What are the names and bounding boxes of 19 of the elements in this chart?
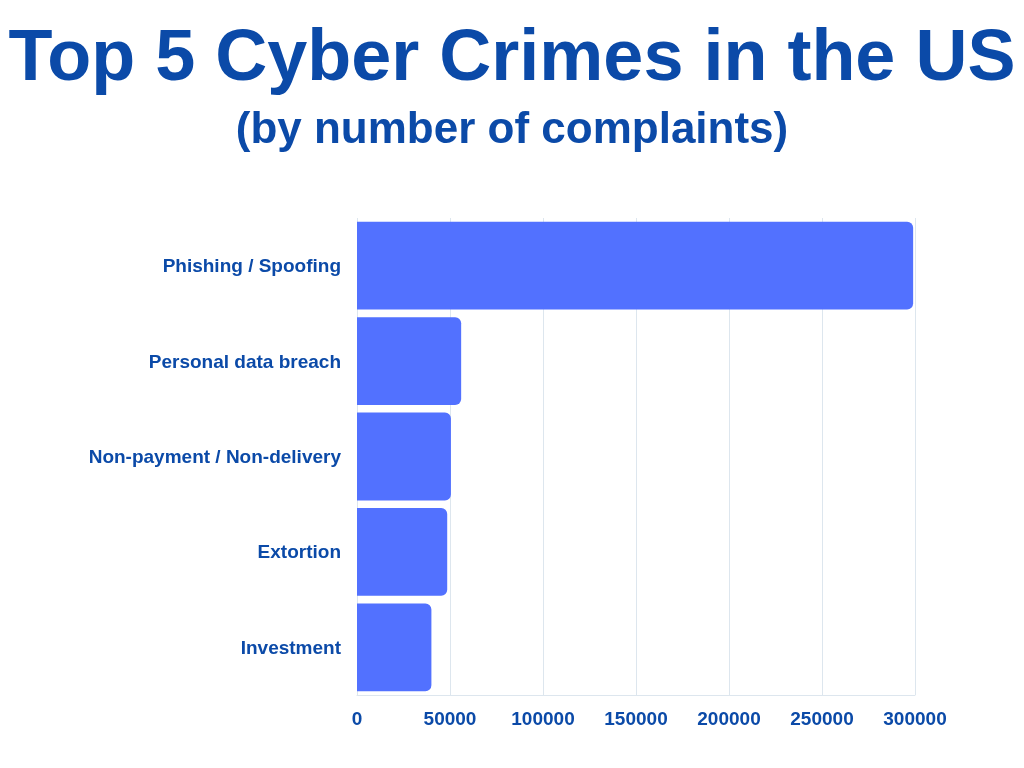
y-tick-label: Non-payment / Non-delivery (88, 446, 342, 467)
x-tick-label: 50000 (423, 708, 477, 729)
y-tick-label: Investment (240, 636, 342, 658)
chart-title: Top 5 Cyber Crimes in the US (8, 15, 1016, 95)
bar (357, 603, 432, 692)
x-tick-label: 0 (351, 708, 363, 729)
y-tick-label: Personal data breach (148, 350, 341, 372)
x-tick-label: 100000 (511, 708, 575, 729)
x-tick-label: 300000 (883, 708, 947, 729)
bar (357, 508, 448, 596)
bar (357, 412, 451, 501)
y-tick-label: Phishing / Spoofing (162, 255, 341, 277)
y-tick-label: Extortion (257, 541, 341, 563)
x-tick-label: 200000 (697, 708, 761, 729)
x-tick-label: 150000 (604, 708, 668, 729)
bar (357, 317, 462, 405)
chart-subtitle: (by number of complaints) (235, 102, 789, 152)
x-tick-label: 250000 (790, 708, 854, 729)
bar (357, 221, 914, 310)
